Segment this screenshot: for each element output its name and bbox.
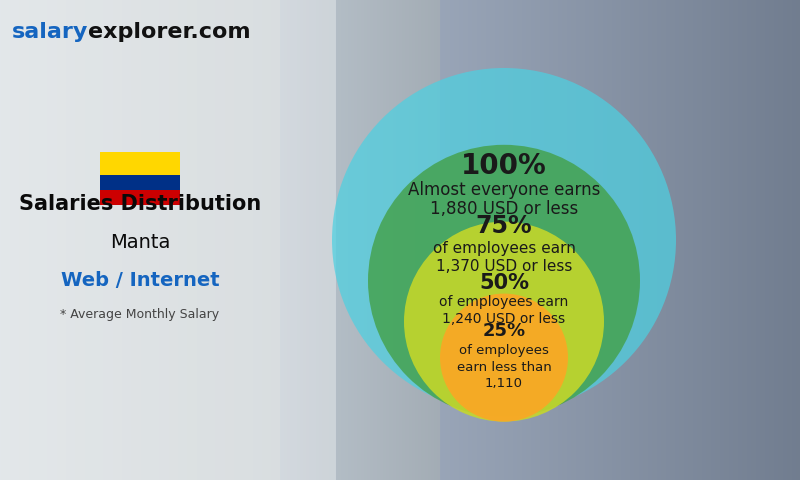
Text: 1,240 USD or less: 1,240 USD or less (442, 312, 566, 326)
Ellipse shape (404, 222, 604, 421)
Bar (100, 152, 180, 175)
Text: Almost everyone earns: Almost everyone earns (408, 180, 600, 199)
Text: of employees earn: of employees earn (433, 240, 575, 256)
Text: 1,370 USD or less: 1,370 USD or less (436, 259, 572, 274)
Bar (100, 175, 180, 190)
Text: 1,880 USD or less: 1,880 USD or less (430, 200, 578, 218)
Bar (100, 190, 180, 205)
Text: explorer.com: explorer.com (88, 22, 250, 42)
Ellipse shape (440, 294, 568, 421)
Text: Salaries Distribution: Salaries Distribution (19, 194, 261, 214)
Text: Web / Internet: Web / Internet (61, 271, 219, 290)
Text: 1,110: 1,110 (485, 377, 523, 391)
Text: 100%: 100% (461, 152, 547, 180)
Text: salary: salary (12, 22, 88, 42)
Text: 25%: 25% (482, 322, 526, 340)
Text: * Average Monthly Salary: * Average Monthly Salary (61, 308, 219, 321)
Text: 75%: 75% (476, 214, 532, 238)
Text: earn less than: earn less than (457, 360, 551, 374)
Ellipse shape (368, 145, 640, 417)
Ellipse shape (332, 68, 676, 412)
Text: of employees: of employees (459, 344, 549, 357)
Text: Manta: Manta (110, 233, 170, 252)
FancyBboxPatch shape (0, 0, 336, 480)
Text: 50%: 50% (479, 273, 529, 293)
Text: of employees earn: of employees earn (439, 295, 569, 310)
